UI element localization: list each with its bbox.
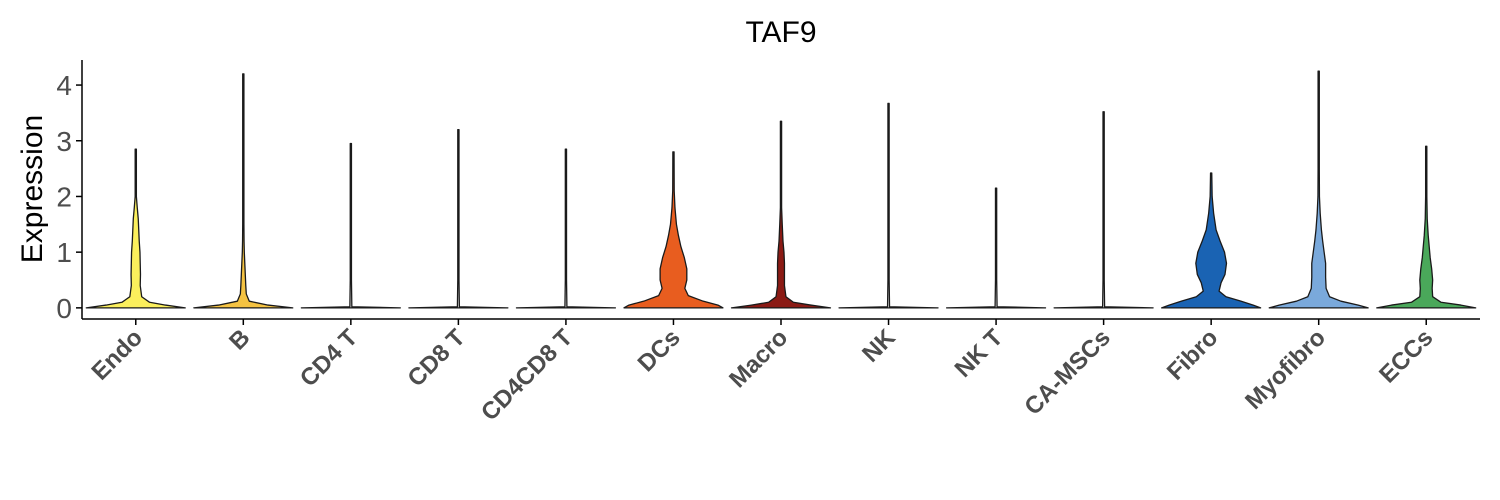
violin-eccs <box>1376 145 1477 309</box>
violin-myofibro <box>1268 70 1369 309</box>
y-axis-label: Expression <box>16 115 49 263</box>
violin-nk <box>838 102 939 309</box>
y-axis: 0 1 2 3 4 <box>56 70 82 324</box>
y-tick-label: 0 <box>56 293 72 324</box>
x-tick-label: NK T <box>950 324 1009 383</box>
y-tick-label: 1 <box>56 237 72 268</box>
x-tick-label: CD4CD8 T <box>476 324 578 426</box>
x-tick-label: CD4 T <box>295 324 363 392</box>
x-tick-label: Fibro <box>1162 324 1224 386</box>
chart-title: TAF9 <box>745 16 816 49</box>
violin-ca-mscs <box>1053 111 1154 309</box>
violin-b <box>193 73 294 309</box>
violin-endo <box>85 148 186 309</box>
x-tick-label: NK <box>857 324 901 368</box>
violin-dcs <box>623 151 724 309</box>
x-tick-label: B <box>224 324 255 355</box>
violin-cd4cd8-t <box>515 148 617 309</box>
violin-cd4-t <box>300 142 401 309</box>
violin-fibro <box>1161 172 1262 309</box>
x-tick-label: CA-MSCs <box>1019 324 1115 420</box>
y-tick-label: 2 <box>56 181 72 212</box>
x-tick-label: ECCs <box>1374 324 1438 388</box>
x-tick-label: Macro <box>724 324 793 393</box>
violin-nk-t <box>945 187 1047 309</box>
x-tick-label: CD8 T <box>403 324 471 392</box>
violin-cd8-t <box>408 128 509 309</box>
x-tick-label: Endo <box>86 324 148 386</box>
violin-macro <box>730 120 832 309</box>
y-tick-label: 4 <box>56 70 72 101</box>
x-tick-label: Myofibro <box>1240 324 1331 415</box>
x-axis: Endo B CD4 T CD8 T CD4CD8 T DCs Macro NK NK T CA-… <box>86 319 1438 426</box>
x-tick-label: DCs <box>633 324 686 377</box>
violin-series <box>85 70 1477 309</box>
y-tick-label: 3 <box>56 126 72 157</box>
